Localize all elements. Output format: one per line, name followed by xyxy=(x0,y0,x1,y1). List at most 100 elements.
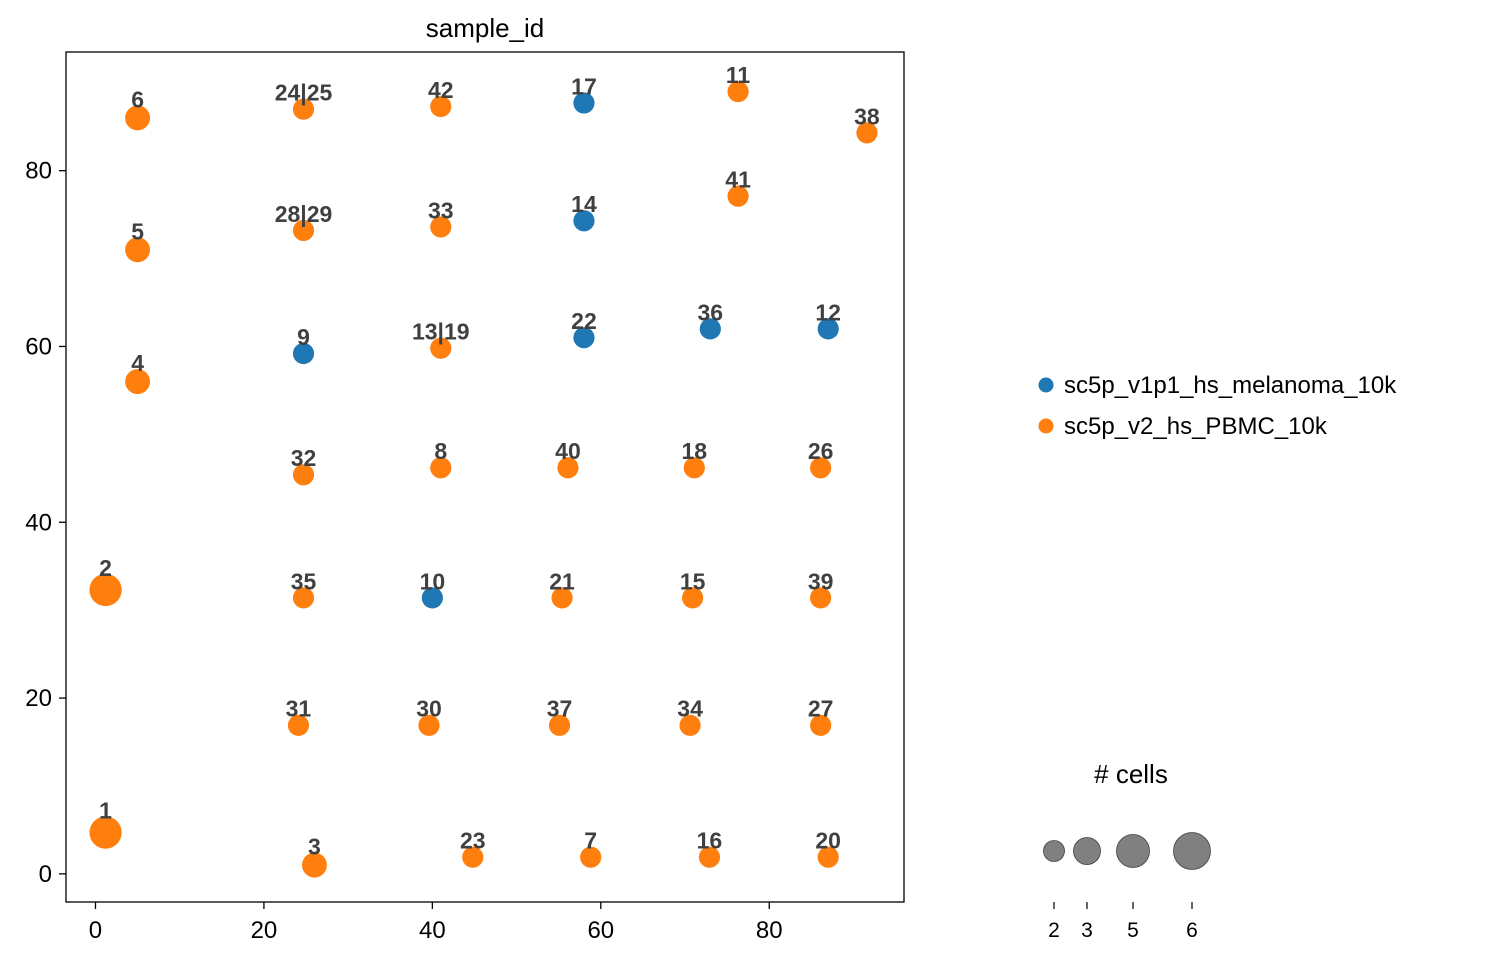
data-point xyxy=(292,219,315,242)
data-point xyxy=(573,327,595,349)
point-label: 33 xyxy=(428,197,454,223)
data-point xyxy=(573,92,595,114)
data-point xyxy=(573,210,595,232)
point-label: 6 xyxy=(131,86,144,112)
point-label: 5 xyxy=(131,218,144,244)
size-legend-marker xyxy=(1043,840,1065,862)
point-label: 31 xyxy=(286,696,312,722)
point-label: 20 xyxy=(815,828,841,854)
point-label: 26 xyxy=(808,438,834,464)
point-label: 11 xyxy=(726,62,751,88)
point-label: 2 xyxy=(99,555,112,581)
size-legend-title: # cells xyxy=(1094,759,1168,789)
size-legend-label: 2 xyxy=(1048,919,1060,942)
size-legend-marker xyxy=(1173,832,1211,870)
legend-entry: sc5p_v2_hs_PBMC_10k xyxy=(1064,413,1328,440)
x-tick-label: 80 xyxy=(756,917,783,944)
data-point xyxy=(727,80,749,103)
point-label: 24|25 xyxy=(275,80,333,106)
point-label: 28|29 xyxy=(275,201,333,227)
y-tick-label: 0 xyxy=(39,861,52,888)
point-label: 36 xyxy=(697,299,723,325)
data-point xyxy=(817,846,839,868)
data-point xyxy=(89,573,122,607)
point-label: 35 xyxy=(291,568,317,594)
point-label: 17 xyxy=(571,73,597,99)
x-tick-label: 20 xyxy=(251,917,278,944)
axes: 0 20 40 60 80 0 20 40 60 80 xyxy=(25,158,782,944)
plot-area: 12345678910111213|1914151617182021222324… xyxy=(89,62,880,878)
data-point xyxy=(810,457,832,479)
point-label: 15 xyxy=(680,568,706,594)
size-legend-label: 6 xyxy=(1186,919,1198,942)
point-label: 37 xyxy=(547,696,573,722)
data-point xyxy=(462,846,484,868)
point-label: 40 xyxy=(555,438,581,464)
data-point xyxy=(817,318,839,340)
data-point xyxy=(557,457,579,479)
y-tick-label: 60 xyxy=(25,333,52,360)
point-label: 14 xyxy=(571,191,597,217)
point-label: 42 xyxy=(428,77,454,103)
point-label: 39 xyxy=(808,568,834,594)
point-label: 7 xyxy=(584,828,597,854)
chart-title: sample_id xyxy=(426,13,545,43)
size-legend-label: 3 xyxy=(1081,919,1093,942)
data-point xyxy=(430,337,452,359)
data-point xyxy=(683,457,705,479)
point-label: 41 xyxy=(725,167,751,193)
y-tick-label: 40 xyxy=(25,509,52,536)
data-point xyxy=(292,464,315,486)
size-legend-marker xyxy=(1116,834,1150,868)
size-legend-marker xyxy=(1073,837,1101,865)
point-label: 13|19 xyxy=(412,319,470,345)
data-point xyxy=(698,846,721,868)
data-point xyxy=(551,587,573,609)
point-label: 16 xyxy=(697,828,723,854)
data-point xyxy=(548,714,571,736)
point-label: 32 xyxy=(291,445,317,471)
point-label: 9 xyxy=(297,324,310,350)
y-tick-label: 80 xyxy=(25,158,52,185)
point-label: 3 xyxy=(308,834,321,860)
point-label: 23 xyxy=(460,828,486,854)
point-label: 34 xyxy=(677,696,703,722)
x-tick-label: 40 xyxy=(419,917,446,944)
data-point xyxy=(421,587,443,609)
data-point xyxy=(125,369,151,395)
x-tick-label: 0 xyxy=(89,917,102,944)
data-point xyxy=(699,318,721,340)
point-label: 4 xyxy=(131,350,144,376)
data-point xyxy=(430,457,452,479)
data-point xyxy=(292,342,315,365)
legend-marker xyxy=(1038,418,1054,434)
x-tick-label: 60 xyxy=(587,917,614,944)
point-label: 12 xyxy=(815,299,841,325)
color-legend: sc5p_v1p1_hs_melanoma_10k sc5p_v2_hs_PBMC… xyxy=(1038,372,1397,440)
data-point xyxy=(856,122,878,144)
point-label: 30 xyxy=(416,696,442,722)
data-point xyxy=(125,237,151,263)
legend-marker xyxy=(1038,377,1054,393)
point-label: 38 xyxy=(854,103,880,129)
point-label: 8 xyxy=(434,438,447,464)
point-label: 1 xyxy=(99,797,112,823)
data-point xyxy=(125,105,151,131)
point-label: 21 xyxy=(549,568,575,594)
point-label: 10 xyxy=(420,568,446,594)
data-point xyxy=(727,185,749,207)
data-point xyxy=(302,852,327,878)
data-point xyxy=(287,714,310,736)
data-point xyxy=(679,714,701,736)
data-point xyxy=(810,714,832,736)
data-point xyxy=(292,587,315,609)
data-point xyxy=(580,846,602,868)
point-label: 27 xyxy=(808,696,834,722)
data-point xyxy=(418,714,440,736)
data-point xyxy=(430,216,452,238)
data-point xyxy=(810,587,832,609)
point-label: 22 xyxy=(571,308,597,334)
data-point xyxy=(430,95,452,118)
